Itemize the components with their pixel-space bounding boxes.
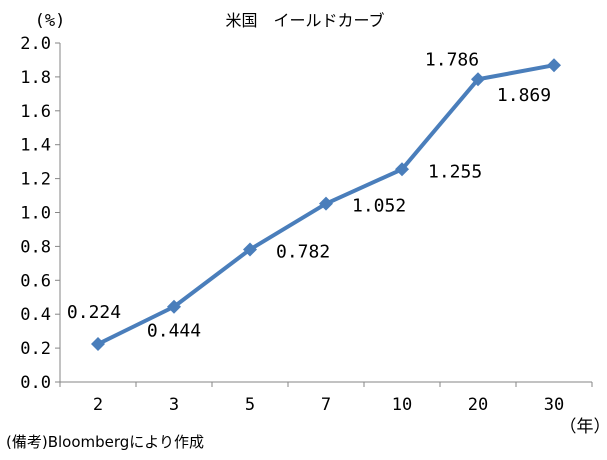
y-tick-label: 0.4 <box>20 305 51 325</box>
y-tick-label: 0.6 <box>20 271 51 291</box>
data-label: 1.786 <box>425 49 479 70</box>
y-tick-label: 0.8 <box>20 237 51 257</box>
x-tick-label: 10 <box>392 395 412 415</box>
data-point-marker <box>319 196 333 211</box>
data-label: 0.224 <box>67 302 121 323</box>
y-tick-label: 2.0 <box>20 34 51 54</box>
source-note: (備考)Bloombergにより作成 <box>6 433 204 451</box>
y-tick-label: 0.2 <box>20 339 51 359</box>
series-group: 0.224 0.444 0.782 1.052 1.255 1.786 1.869 <box>67 49 561 352</box>
y-tick-label: 1.6 <box>20 102 51 122</box>
data-label: 1.052 <box>352 196 406 217</box>
data-label: 1.869 <box>497 85 551 106</box>
y-axis-unit: (%) <box>35 11 66 31</box>
x-tick-label: 20 <box>468 395 488 415</box>
data-label: 0.782 <box>276 241 330 262</box>
data-label: 1.255 <box>428 161 482 182</box>
chart-title: 米国 イールドカーブ <box>225 11 384 30</box>
y-tick-label: 1.8 <box>20 68 51 88</box>
x-tick-label: 7 <box>321 395 331 415</box>
y-axis-ticks: 0.0 0.2 0.4 0.6 0.8 1.0 1.2 1.4 1.6 1.8 2.0 <box>20 34 60 393</box>
x-axis-ticks: 2 3 5 7 10 20 30 <box>59 382 593 415</box>
y-tick-label: 1.4 <box>20 136 51 156</box>
data-label: 0.444 <box>147 321 201 342</box>
y-tick-label: 1.0 <box>20 204 51 224</box>
y-tick-label: 1.2 <box>20 170 51 190</box>
data-point-marker <box>167 299 181 314</box>
data-point-marker <box>471 72 485 87</box>
x-tick-label: 3 <box>169 395 179 415</box>
data-point-marker <box>91 337 105 352</box>
x-tick-label: 2 <box>93 395 103 415</box>
x-tick-label: 30 <box>544 395 564 415</box>
x-axis-unit: （年） <box>560 417 607 437</box>
data-point-marker <box>243 242 257 257</box>
data-point-marker <box>395 162 409 177</box>
x-tick-label: 5 <box>245 395 255 415</box>
data-point-marker <box>547 58 561 73</box>
y-tick-label: 0.0 <box>20 373 51 393</box>
